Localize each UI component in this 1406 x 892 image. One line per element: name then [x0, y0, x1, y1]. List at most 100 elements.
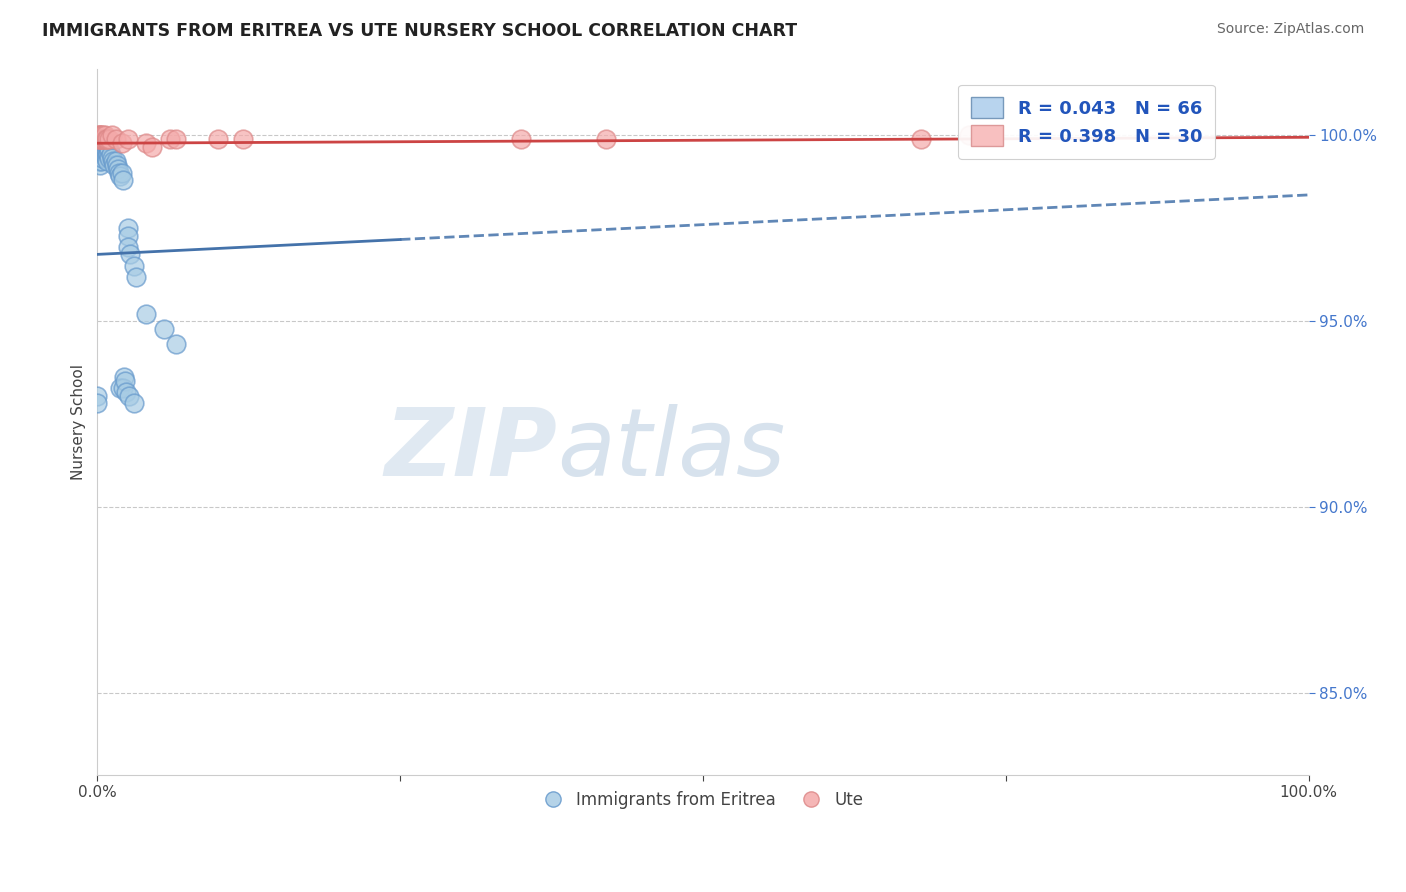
Point — [125, 269, 148, 284]
Point — [141, 139, 163, 153]
Point — [87, 132, 110, 146]
Point — [510, 132, 533, 146]
Text: atlas: atlas — [558, 404, 786, 495]
Point — [957, 128, 980, 143]
Point — [87, 132, 110, 146]
Point — [93, 128, 115, 143]
Point — [93, 147, 115, 161]
Point — [114, 374, 136, 388]
Point — [93, 136, 115, 150]
Point — [101, 154, 124, 169]
Point — [107, 161, 129, 176]
Point — [90, 139, 112, 153]
Point — [87, 154, 110, 169]
Point — [117, 240, 139, 254]
Point — [93, 139, 115, 153]
Point — [91, 143, 114, 157]
Point — [108, 166, 131, 180]
Point — [153, 322, 176, 336]
Point — [112, 370, 135, 384]
Point — [159, 132, 181, 146]
Point — [101, 128, 124, 143]
Point — [93, 143, 115, 157]
Point — [101, 151, 124, 165]
Point — [90, 128, 112, 143]
Y-axis label: Nursery School: Nursery School — [72, 364, 86, 480]
Point — [135, 307, 157, 321]
Point — [122, 259, 145, 273]
Point — [89, 143, 111, 157]
Point — [111, 173, 134, 187]
Point — [122, 396, 145, 410]
Point — [86, 396, 108, 410]
Point — [207, 132, 229, 146]
Point — [117, 132, 139, 146]
Point — [110, 169, 132, 184]
Point — [89, 132, 111, 146]
Legend: Immigrants from Eritrea, Ute: Immigrants from Eritrea, Ute — [536, 785, 870, 816]
Point — [89, 128, 111, 143]
Point — [98, 143, 121, 157]
Point — [100, 147, 122, 161]
Point — [96, 147, 118, 161]
Point — [89, 136, 111, 150]
Point — [118, 389, 141, 403]
Text: IMMIGRANTS FROM ERITREA VS UTE NURSERY SCHOOL CORRELATION CHART: IMMIGRANTS FROM ERITREA VS UTE NURSERY S… — [42, 22, 797, 40]
Point — [89, 139, 111, 153]
Point — [910, 132, 932, 146]
Point — [118, 247, 141, 261]
Point — [117, 228, 139, 243]
Point — [96, 132, 118, 146]
Point — [89, 132, 111, 146]
Point — [89, 151, 111, 165]
Point — [91, 151, 114, 165]
Point — [93, 128, 115, 143]
Point — [105, 158, 128, 172]
Point — [87, 128, 110, 143]
Point — [104, 132, 127, 146]
Point — [135, 136, 157, 150]
Point — [595, 132, 617, 146]
Point — [110, 166, 132, 180]
Point — [90, 132, 112, 146]
Point — [87, 136, 110, 150]
Point — [96, 154, 118, 169]
Point — [94, 136, 117, 150]
Point — [104, 154, 127, 169]
Text: Source: ZipAtlas.com: Source: ZipAtlas.com — [1216, 22, 1364, 37]
Point — [103, 158, 125, 172]
Point — [89, 158, 111, 172]
Point — [115, 384, 138, 399]
Point — [98, 132, 121, 146]
Point — [165, 336, 187, 351]
Point — [94, 132, 117, 146]
Point — [86, 389, 108, 403]
Point — [87, 139, 110, 153]
Point — [232, 132, 254, 146]
Point — [110, 381, 132, 395]
Point — [93, 132, 115, 146]
Point — [117, 221, 139, 235]
Point — [87, 136, 110, 150]
Point — [97, 139, 120, 153]
Point — [93, 132, 115, 146]
Point — [87, 132, 110, 146]
Point — [90, 154, 112, 169]
Point — [94, 151, 117, 165]
Point — [111, 381, 134, 395]
Point — [90, 132, 112, 146]
Point — [87, 151, 110, 165]
Point — [87, 143, 110, 157]
Point — [97, 147, 120, 161]
Point — [90, 147, 112, 161]
Text: ZIP: ZIP — [385, 404, 558, 496]
Point — [96, 139, 118, 153]
Point — [165, 132, 187, 146]
Point — [87, 128, 110, 143]
Point — [90, 143, 112, 157]
Point — [89, 154, 111, 169]
Point — [110, 136, 132, 150]
Point — [98, 151, 121, 165]
Point — [91, 136, 114, 150]
Point — [94, 143, 117, 157]
